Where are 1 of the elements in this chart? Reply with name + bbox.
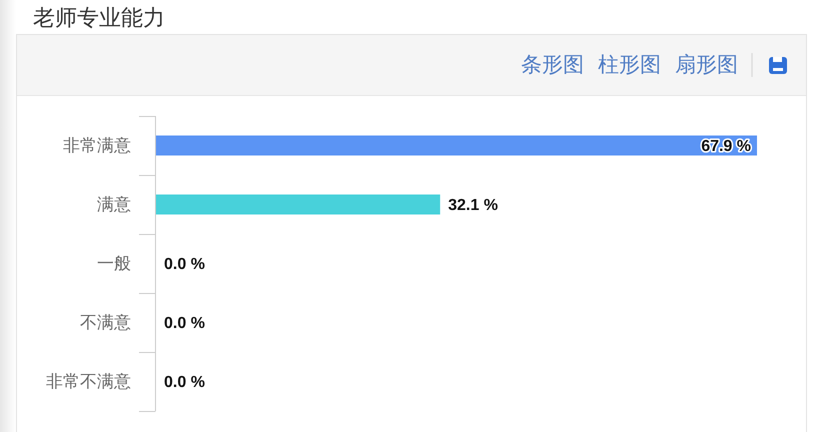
title: 老师专业能力 xyxy=(33,5,165,30)
